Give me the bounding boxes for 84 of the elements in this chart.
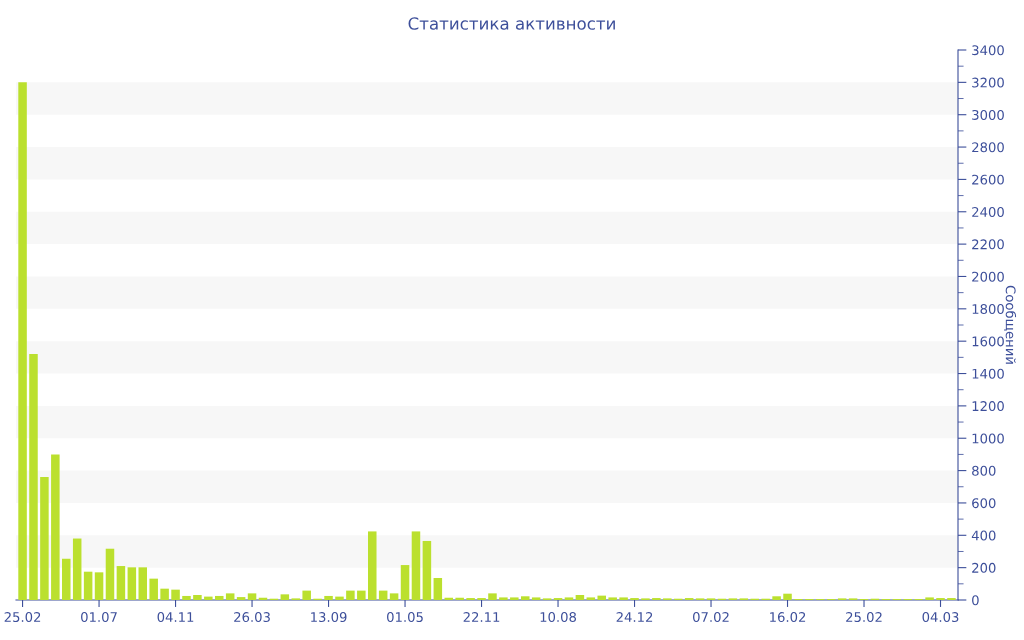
bar (138, 567, 148, 600)
bar (422, 540, 432, 600)
bar (193, 594, 202, 600)
bar (378, 590, 388, 600)
bar (433, 578, 443, 600)
bar (280, 594, 290, 600)
y-tick-label: 3000 (972, 109, 1004, 120)
y-tick-label: 200 (972, 562, 996, 573)
bar (772, 596, 781, 600)
y-tick-label: 2800 (972, 142, 1004, 153)
bar (62, 558, 71, 600)
y-tick-label: 1400 (972, 368, 1004, 379)
bar (586, 597, 596, 600)
bar (520, 596, 530, 600)
y-tick-label: 1600 (972, 336, 1004, 347)
y-tick-label: 600 (972, 498, 996, 509)
bar (225, 593, 235, 600)
x-tick-label: 24.12 (616, 612, 653, 622)
bar (597, 595, 607, 600)
y-tick-label: 2400 (972, 206, 1004, 217)
x-tick-label: 04.03 (922, 612, 959, 623)
bar (160, 588, 169, 600)
bar (400, 565, 410, 600)
y-tick-label: 3200 (972, 77, 1004, 88)
bar (389, 593, 399, 600)
bar (531, 597, 541, 600)
x-tick-label: 26.03 (234, 612, 270, 623)
y-tick-label: 1800 (972, 304, 1004, 315)
bar (215, 595, 224, 600)
bar (204, 596, 213, 600)
bar (608, 597, 617, 600)
x-tick-label: 22.11 (463, 612, 500, 622)
bar (116, 566, 126, 600)
bar (236, 597, 246, 600)
y-tick-label: 2200 (972, 239, 1004, 250)
bar (346, 590, 355, 600)
bar (925, 597, 934, 600)
x-tick-label: 07.02 (693, 612, 729, 623)
bar (29, 354, 38, 600)
bar (335, 596, 344, 600)
bar (783, 593, 792, 600)
bar (324, 595, 333, 600)
bar (51, 454, 60, 600)
bar (510, 597, 519, 600)
bar (357, 590, 366, 600)
bar (302, 590, 311, 600)
y-tick-label: 0 (972, 595, 979, 606)
y-tick-label: 3400 (972, 45, 1004, 56)
x-tick-label: 25.02 (4, 612, 41, 623)
y-tick-label: 2000 (972, 271, 1004, 282)
bar (149, 578, 158, 600)
bar (94, 572, 104, 600)
bar (105, 548, 115, 600)
bar (575, 594, 585, 600)
bar (619, 597, 628, 600)
x-tick-label: 01.05 (387, 612, 423, 623)
bar (488, 593, 497, 600)
x-tick-label: 10.08 (540, 612, 577, 623)
bar (83, 571, 93, 600)
x-tick-label: 25.02 (846, 612, 882, 623)
x-tick-label: 01.07 (81, 612, 117, 623)
bar (444, 597, 454, 600)
bar (182, 595, 191, 600)
bar (18, 82, 27, 600)
bar (564, 597, 574, 600)
x-tick-label: 16.02 (770, 612, 806, 623)
y-tick-label: 2600 (972, 174, 1004, 185)
bar (72, 538, 82, 600)
bar (499, 597, 508, 600)
y-axis-title: Сообщений (1004, 285, 1017, 364)
bar (171, 589, 180, 600)
chart-title: Статистика активности (408, 17, 615, 30)
bar (367, 531, 377, 600)
x-tick-label: 13.09 (311, 612, 347, 623)
x-tick-label: 04.11 (157, 612, 194, 623)
y-tick-label: 800 (972, 465, 996, 476)
bar (40, 477, 49, 600)
y-tick-label: 1000 (972, 433, 1004, 444)
bar (127, 567, 137, 600)
y-tick-label: 400 (971, 530, 996, 541)
bar (411, 531, 421, 600)
bar (455, 597, 464, 600)
bar (247, 593, 257, 600)
y-tick-label: 1200 (972, 401, 1004, 412)
